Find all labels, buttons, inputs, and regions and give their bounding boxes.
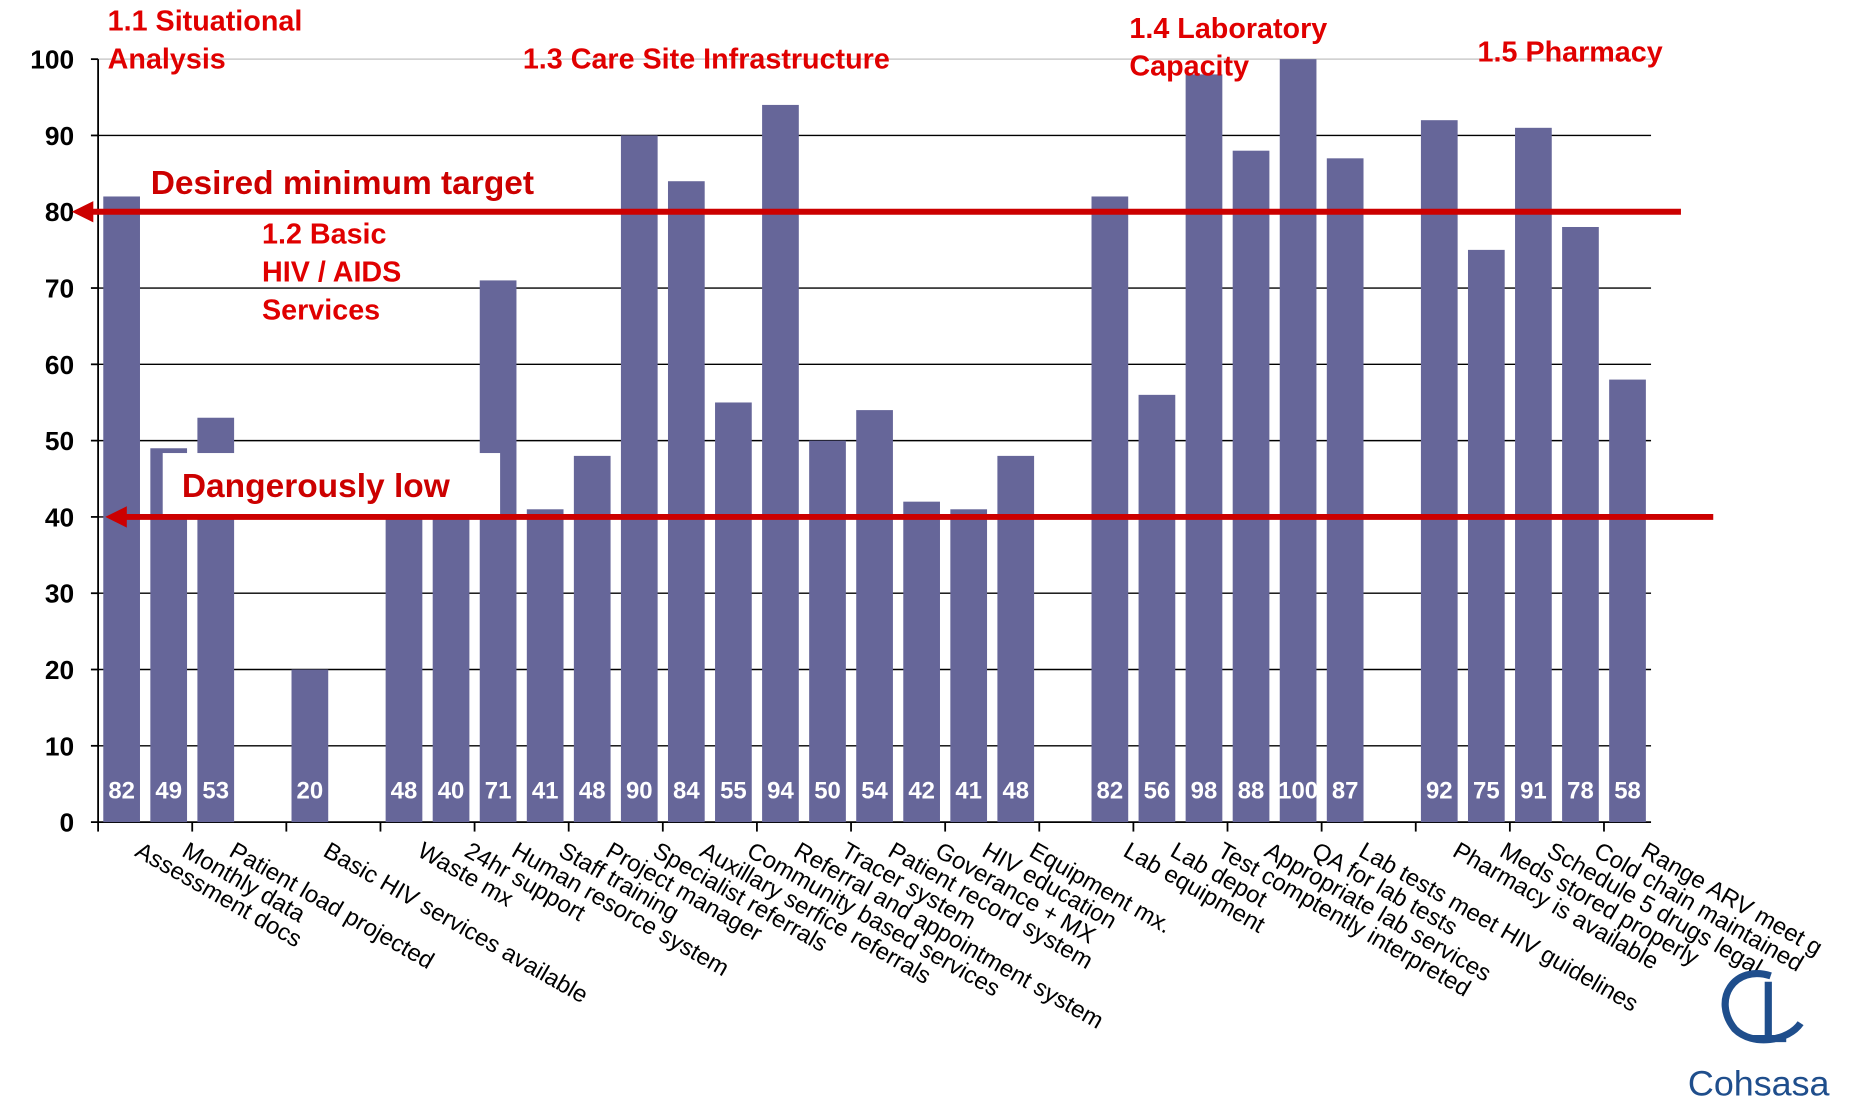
value-label: 90 [626, 778, 653, 805]
bar [1091, 196, 1129, 823]
value-label: 48 [1002, 778, 1029, 805]
bar [1326, 158, 1364, 823]
value-label: 75 [1473, 778, 1500, 805]
logo-text: Cohsasa [1688, 1064, 1830, 1104]
value-label: 56 [1144, 778, 1171, 805]
bar [1138, 394, 1176, 823]
bar [1420, 120, 1458, 823]
arrow-head [105, 506, 127, 528]
bar [1609, 379, 1646, 823]
value-label: 40 [438, 778, 465, 805]
value-label: 53 [202, 778, 229, 805]
value-label: 91 [1520, 778, 1547, 805]
section-label: 1.3 Care Site Infrastructure [523, 44, 890, 76]
value-label: 48 [579, 778, 606, 805]
bar [809, 440, 846, 823]
bar [1232, 150, 1270, 823]
value-label: 49 [155, 778, 182, 805]
value-label: 41 [532, 778, 559, 805]
section-label: 1.1 Situational [108, 6, 303, 38]
bar [1467, 249, 1505, 823]
value-label: 92 [1426, 778, 1453, 805]
y-tick-label: 20 [45, 655, 74, 685]
bar [997, 455, 1035, 823]
y-tick-label: 100 [30, 45, 74, 75]
value-label: 94 [767, 778, 794, 805]
bar [856, 410, 893, 823]
value-label: 50 [814, 778, 841, 805]
value-label: 48 [391, 778, 418, 805]
value-label: 100 [1278, 778, 1318, 805]
bar [432, 516, 470, 823]
value-label: 41 [955, 778, 982, 805]
section-label: Analysis [108, 44, 226, 76]
bar [1562, 226, 1599, 823]
y-tick-label: 0 [60, 808, 75, 838]
value-label: 87 [1332, 778, 1359, 805]
value-label: 20 [297, 778, 324, 805]
bar [526, 509, 564, 823]
value-label: 98 [1191, 778, 1218, 805]
value-label: 82 [108, 778, 135, 805]
y-tick-label: 30 [45, 579, 74, 609]
y-tick-label: 50 [45, 426, 74, 456]
reference-label: Desired minimum target [151, 165, 534, 202]
value-label: 82 [1097, 778, 1124, 805]
bar [1279, 59, 1317, 823]
value-label: 54 [861, 778, 888, 805]
bar [1515, 127, 1552, 823]
bar [762, 104, 799, 823]
y-tick-label: 40 [45, 503, 74, 533]
y-tick-label: 90 [45, 121, 74, 151]
bar [950, 509, 988, 823]
section-label: 1.5 Pharmacy [1478, 37, 1663, 69]
y-tick-label: 80 [45, 197, 74, 227]
value-label: 78 [1567, 778, 1594, 805]
section-label: 1.4 Laboratory [1129, 13, 1327, 45]
bar [1185, 74, 1223, 823]
label-box [162, 453, 501, 517]
value-label: 88 [1238, 778, 1265, 805]
y-tick-label: 60 [45, 350, 74, 380]
value-label: 42 [908, 778, 935, 805]
bar [479, 280, 517, 823]
value-label: 58 [1614, 778, 1641, 805]
value-label: 55 [720, 778, 747, 805]
reference-label: Dangerously low [182, 468, 450, 505]
section-label: 1.2 Basic [262, 219, 387, 251]
section-label: Capacity [1129, 51, 1249, 83]
value-label: 71 [485, 778, 512, 805]
y-tick-label: 70 [45, 274, 74, 304]
bar [667, 181, 705, 823]
arrow-head [71, 201, 94, 223]
value-label: 84 [673, 778, 700, 805]
y-tick-label: 10 [45, 731, 74, 761]
bar [291, 669, 329, 823]
logo-mark [1721, 970, 1804, 1044]
section-label: Services [262, 295, 380, 327]
section-label: HIV / AIDS [262, 257, 401, 289]
bar [903, 501, 940, 823]
bar [573, 455, 611, 823]
bar [715, 402, 752, 823]
bar [620, 135, 658, 823]
